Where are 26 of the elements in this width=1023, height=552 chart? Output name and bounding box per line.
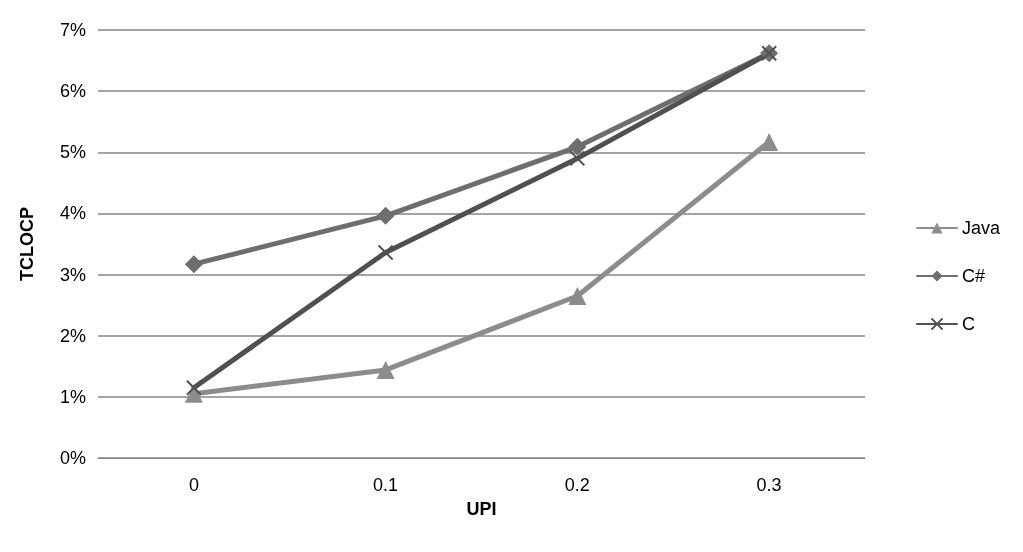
point [569,150,586,167]
y-axis-title: TCLOCP [17,207,37,281]
y-tick-label: 0% [59,448,86,468]
x-tick-label: 0 [188,475,199,495]
x-axis-title: UPI [466,499,497,519]
legend-label: C [961,314,975,334]
y-tick-label: 3% [59,264,86,285]
y-tick-label: 4% [59,203,86,224]
y-tick-label: 2% [59,325,86,346]
point [760,132,779,151]
point [376,206,395,225]
x-tick-label: 0.2 [564,475,590,495]
point [376,360,395,379]
y-tick-label: 1% [59,386,86,407]
y-tick-label: 7% [59,20,86,40]
point [377,244,394,261]
legend-label: Java [961,218,1001,238]
point [568,286,587,305]
y-tick-label: 6% [59,81,86,102]
x-tick-label: 0.1 [373,475,399,495]
x-tick-label: 0.3 [756,475,782,495]
y-tick-label: 5% [59,142,86,163]
point [185,379,202,396]
legend-label: C# [961,266,985,286]
point [568,137,587,156]
point [184,255,203,274]
